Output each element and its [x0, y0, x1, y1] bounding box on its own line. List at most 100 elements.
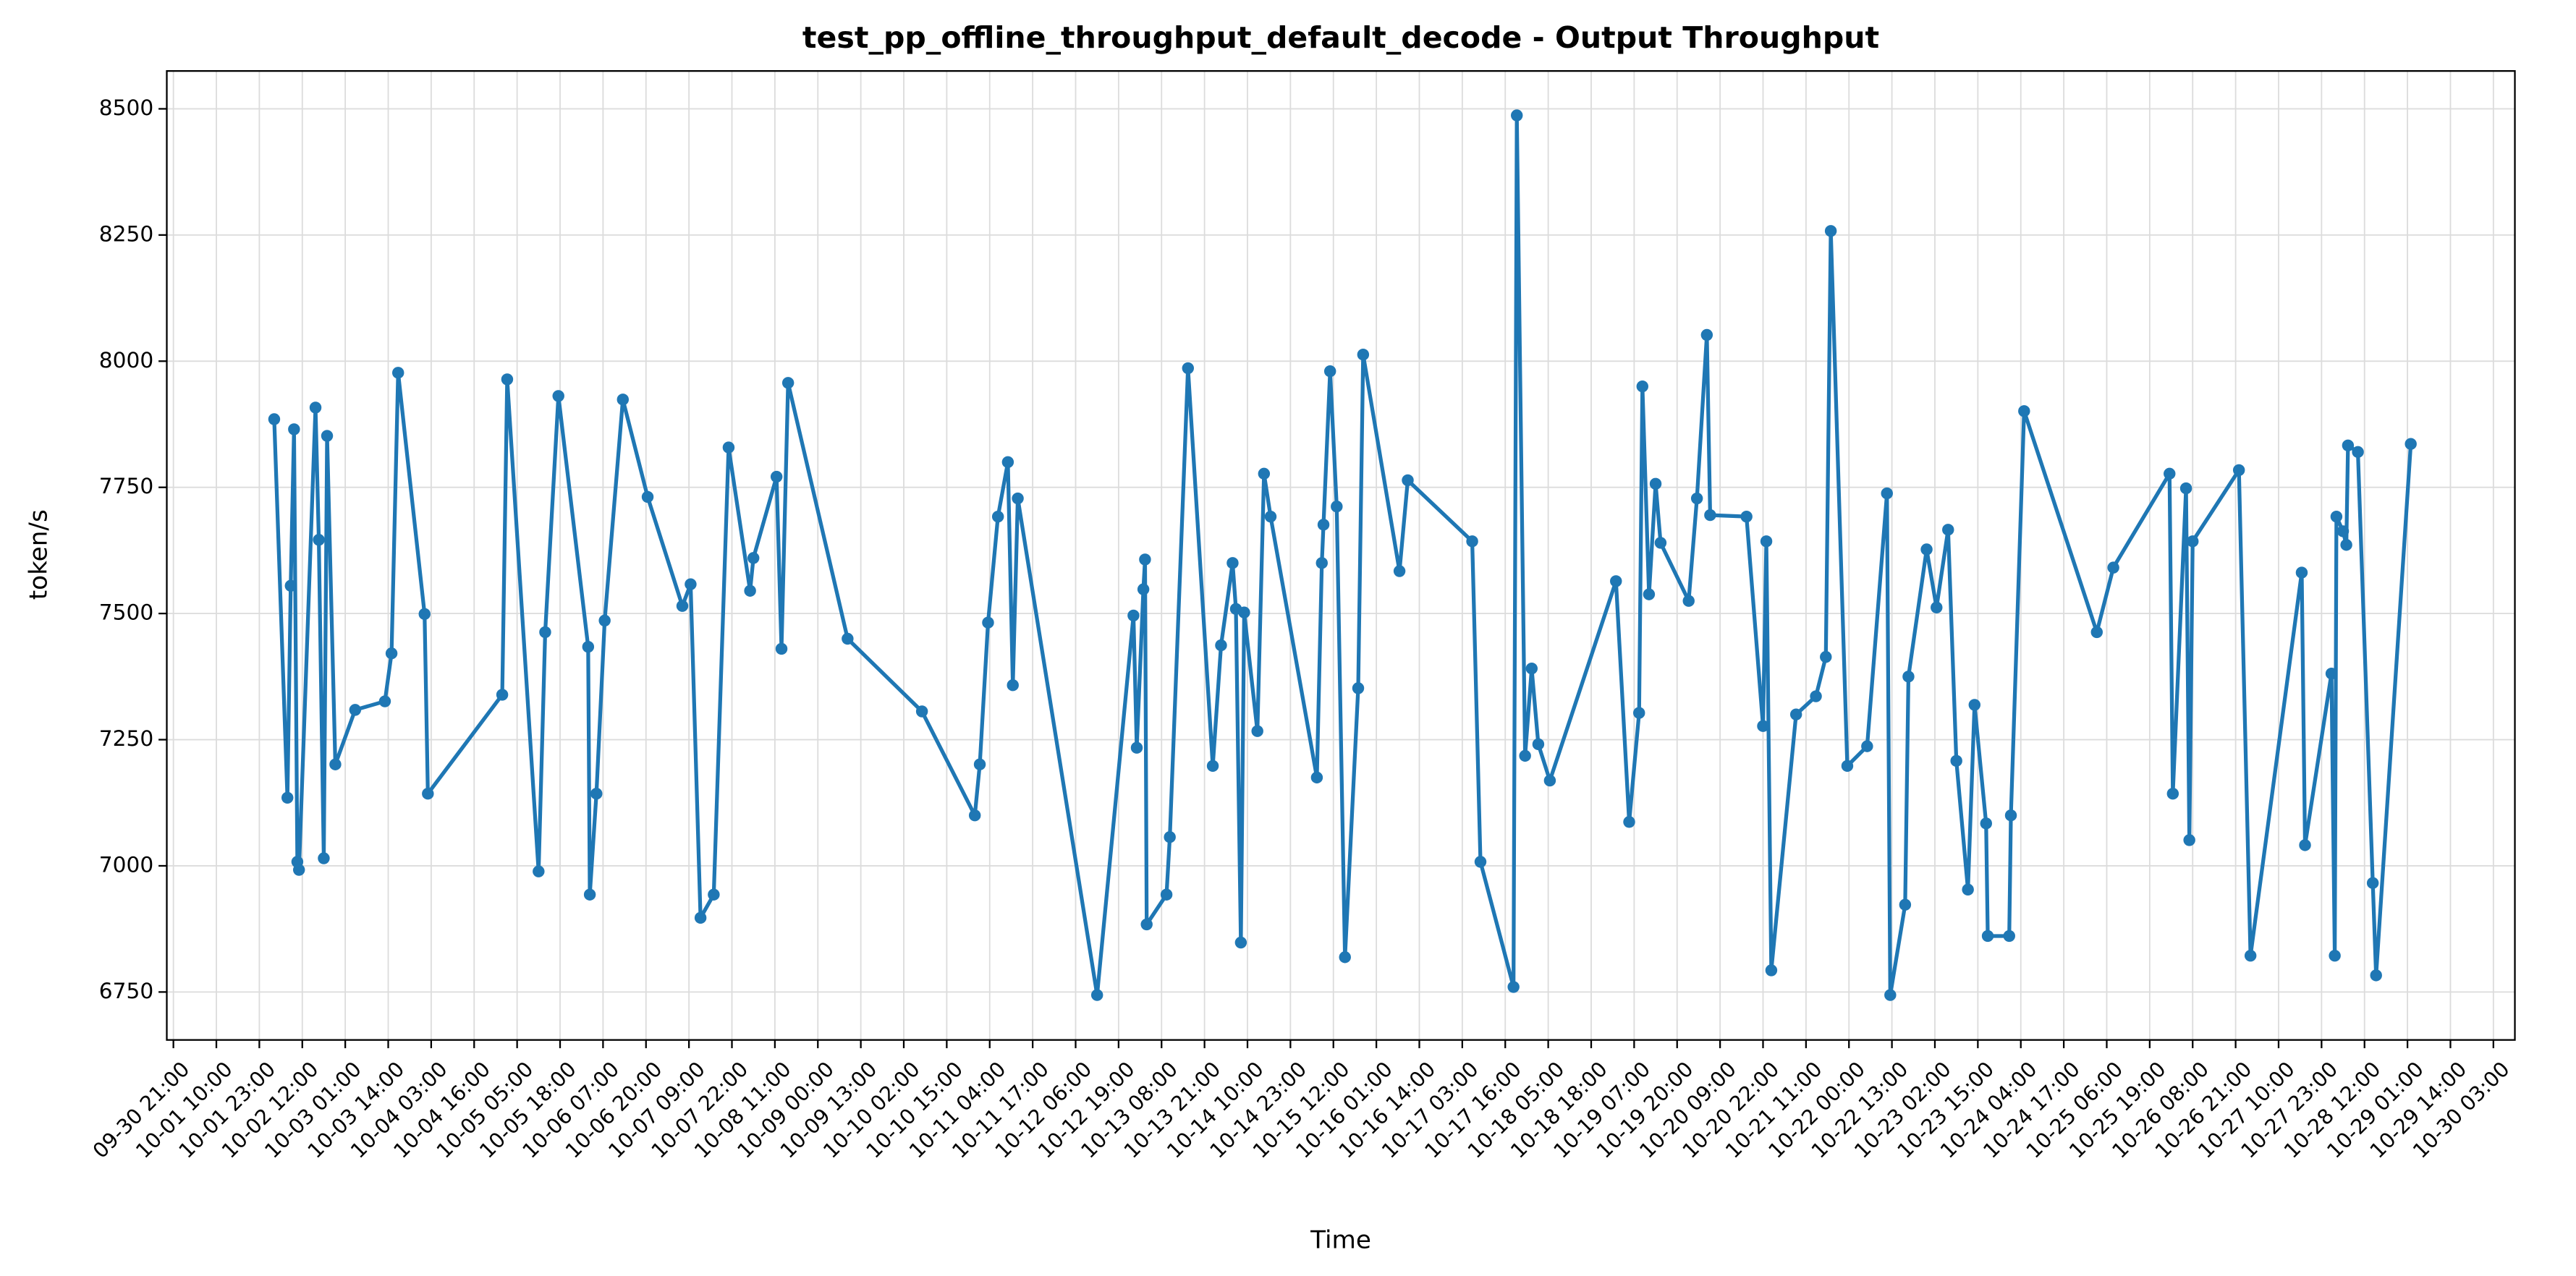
data-point [1899, 898, 1912, 911]
data-point [2405, 438, 2417, 450]
plot-frame [166, 69, 2516, 1041]
data-point [1740, 510, 1753, 523]
data-point [1323, 365, 1336, 378]
grid [166, 71, 2515, 1040]
data-point [1757, 720, 1769, 732]
data-point [1160, 888, 1173, 901]
chart-title: test_pp_offline_throughput_default_decod… [802, 20, 1879, 55]
y-axis-label: token/s [24, 509, 53, 600]
data-point [1310, 771, 1323, 784]
data-point [1643, 588, 1656, 600]
data-point [1690, 492, 1703, 505]
y-tick-label: 8250 [99, 221, 153, 246]
data-point [1765, 964, 1778, 977]
data-point [1700, 328, 1713, 341]
data-point [842, 632, 854, 645]
data-point [1226, 557, 1239, 569]
data-point [1610, 575, 1622, 587]
data-point [991, 510, 1004, 523]
data-point [915, 705, 928, 718]
data-point [1760, 535, 1773, 548]
data-point [501, 373, 514, 386]
data-point [744, 584, 756, 597]
data-point [775, 642, 788, 655]
data-point [1704, 509, 1716, 522]
data-point [318, 852, 330, 864]
data-point [694, 911, 707, 924]
data-point [1525, 662, 1538, 675]
data-point [349, 704, 362, 716]
data-point [1543, 774, 1556, 787]
data-point [2166, 787, 2179, 800]
data-point [1820, 650, 1832, 663]
data-point [2329, 949, 2341, 962]
data-point [1507, 981, 1520, 993]
data-point [590, 787, 603, 800]
data-point [1649, 477, 1662, 490]
y-tick-label: 7500 [99, 600, 153, 625]
data-point [288, 423, 300, 435]
data-point [2366, 877, 2379, 889]
data-point [284, 579, 297, 592]
y-tick-label: 7750 [99, 473, 153, 498]
data-point [1532, 738, 1545, 751]
data-point [552, 390, 564, 402]
data-point [1012, 492, 1024, 505]
y-tick-label: 6750 [99, 978, 153, 1003]
data-point [1339, 951, 1351, 964]
data-point [1623, 816, 1635, 828]
data-point [1137, 583, 1150, 595]
y-tick-label: 7000 [99, 851, 153, 877]
data-point [418, 608, 431, 621]
data-point [1206, 760, 1219, 773]
data-point [2325, 667, 2338, 680]
data-point [1931, 601, 1943, 613]
data-point [1902, 671, 1915, 683]
data-point [968, 809, 981, 822]
data-point [1519, 749, 1531, 762]
y-tick-label: 8000 [99, 347, 153, 373]
data-point [1789, 708, 1802, 720]
data-point [2340, 539, 2352, 551]
data-point [1164, 830, 1176, 843]
data-point [1511, 109, 1523, 122]
data-point [770, 470, 783, 483]
data-point [2295, 566, 2308, 579]
data-point [2090, 626, 2103, 639]
x-axis-label: Time [1310, 1226, 1371, 1255]
data-point [1980, 817, 1992, 830]
data-point [2299, 839, 2311, 851]
data-point [309, 401, 322, 414]
data-point [1182, 362, 1195, 375]
data-point [781, 377, 795, 389]
data-point [685, 578, 697, 590]
data-point [2336, 525, 2350, 537]
data-point [583, 888, 596, 901]
data-point [1315, 557, 1328, 569]
data-point [1962, 883, 1974, 896]
data-point [1636, 380, 1649, 393]
data-point [1007, 679, 1019, 692]
data-point [1215, 639, 1227, 652]
data-point [1139, 553, 1151, 566]
data-point [321, 430, 334, 442]
data-point [1130, 741, 1143, 754]
plot-area [268, 109, 2417, 1001]
data-point [1981, 930, 1994, 943]
data-point [1841, 760, 1854, 773]
data-point [2330, 510, 2343, 523]
data-point [1357, 349, 1370, 361]
data-point [1264, 510, 1277, 523]
data-point [1810, 690, 1822, 702]
data-point [708, 888, 720, 901]
data-point [2370, 969, 2382, 982]
data-point [2187, 535, 2199, 548]
data-point [2183, 834, 2195, 846]
data-point [747, 552, 760, 564]
data-point [1001, 456, 1014, 469]
data-point [1238, 606, 1250, 618]
data-point [292, 864, 305, 876]
data-point [1942, 524, 1954, 536]
